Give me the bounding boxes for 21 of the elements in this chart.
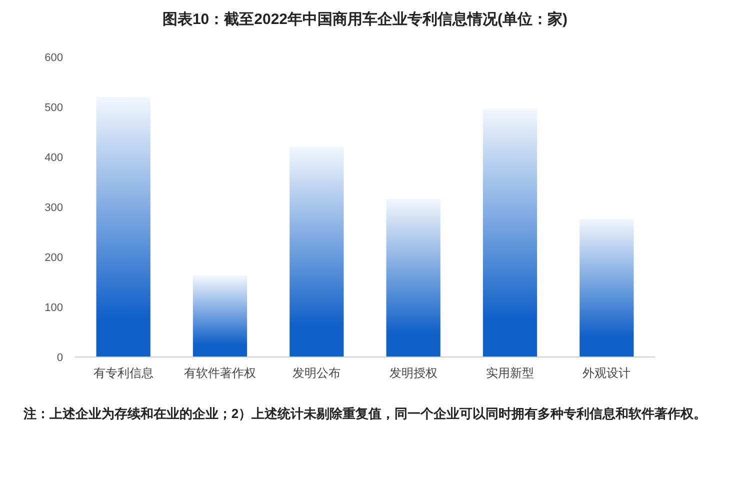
x-tick-label: 外观设计 [582, 366, 631, 380]
bar [482, 108, 538, 357]
bar [290, 146, 344, 357]
x-tick-label: 发明公布 [292, 366, 341, 380]
x-tick-label: 实用新型 [486, 366, 534, 380]
bar [580, 219, 634, 357]
text: 注：上述企业为存续和在业的企业；2）上述统计未剔除重复值，同一个企业可以同时拥有多种专利信息和软件著作权。 [22, 405, 708, 423]
bar [192, 276, 248, 357]
y-tick-label: 200 [44, 252, 63, 264]
x-tick-label: 有软件著作权 [184, 366, 256, 380]
bar [386, 199, 440, 357]
chart-title: 图表10：截至2022年中国商用车企业专利信息情况(单位：家) [162, 10, 568, 28]
bar [96, 97, 150, 357]
y-tick-label: 500 [44, 102, 63, 114]
y-tick-label: 400 [44, 152, 63, 164]
y-tick-label: 600 [44, 52, 63, 64]
y-tick-label: 100 [44, 302, 63, 314]
x-tick-label: 发明授权 [389, 366, 438, 380]
x-tick-label: 有专利信息 [93, 366, 154, 380]
y-tick-label: 300 [44, 202, 63, 214]
y-tick-label: 0 [56, 352, 63, 364]
